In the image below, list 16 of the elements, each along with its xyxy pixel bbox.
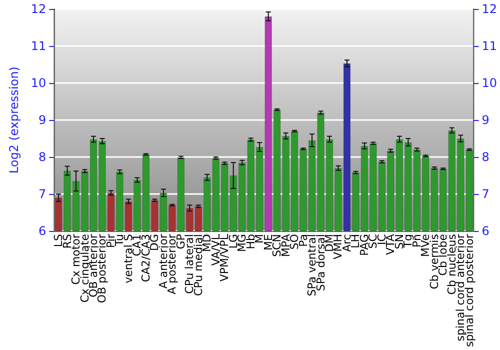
y2-tick-label: 10 xyxy=(482,76,498,90)
y-tick-label: 9 xyxy=(38,113,46,128)
y2-tick-label: 11 xyxy=(482,39,498,54)
y2-tick-label: 7 xyxy=(482,187,490,202)
y-axis-title: Log2 (expression) xyxy=(7,66,21,174)
y2-tick-label: 12 xyxy=(482,2,498,16)
y-tick-label: 11 xyxy=(30,39,46,54)
x-tick-label: A posterior xyxy=(166,234,179,294)
y-tick-label: 12 xyxy=(30,2,46,16)
y-tick-label: 10 xyxy=(30,76,46,90)
y-tick-label: 7 xyxy=(38,187,46,202)
y-tick-label: 6 xyxy=(38,224,46,238)
y2-tick-label: 8 xyxy=(482,150,490,164)
y-tick-label: 8 xyxy=(38,150,46,164)
y2-tick-label: 9 xyxy=(482,113,490,128)
y2-tick-label: 6 xyxy=(482,224,490,238)
